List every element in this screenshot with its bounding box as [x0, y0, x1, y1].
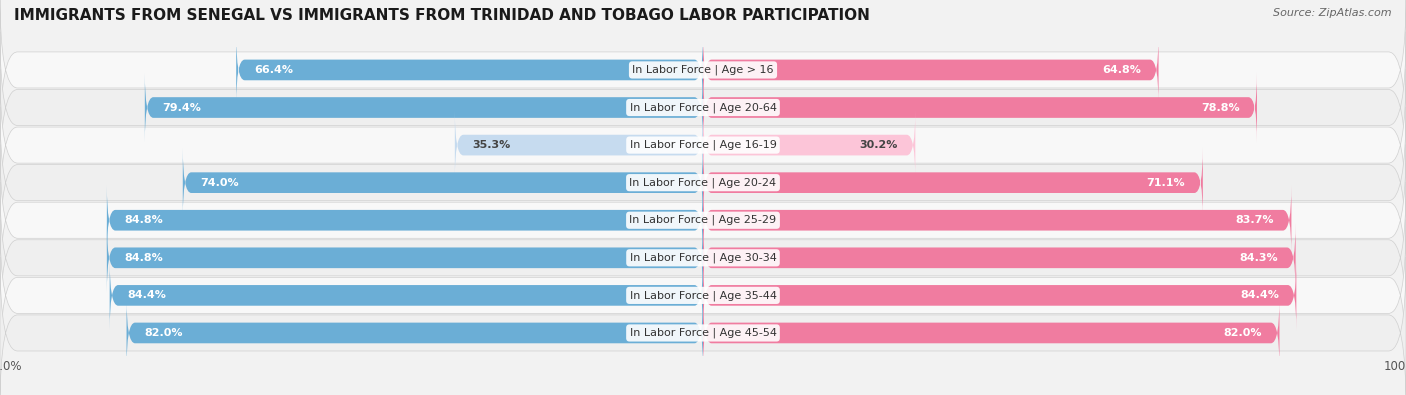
- Text: 84.8%: 84.8%: [125, 215, 163, 225]
- FancyBboxPatch shape: [703, 186, 1292, 255]
- FancyBboxPatch shape: [456, 110, 703, 180]
- Text: In Labor Force | Age 20-64: In Labor Force | Age 20-64: [630, 102, 776, 113]
- Text: 35.3%: 35.3%: [472, 140, 510, 150]
- Text: IMMIGRANTS FROM SENEGAL VS IMMIGRANTS FROM TRINIDAD AND TOBAGO LABOR PARTICIPATI: IMMIGRANTS FROM SENEGAL VS IMMIGRANTS FR…: [14, 8, 870, 23]
- Text: 71.1%: 71.1%: [1147, 178, 1185, 188]
- Text: 79.4%: 79.4%: [162, 103, 201, 113]
- FancyBboxPatch shape: [110, 261, 703, 330]
- FancyBboxPatch shape: [703, 110, 915, 180]
- FancyBboxPatch shape: [0, 144, 1406, 296]
- Text: In Labor Force | Age 45-54: In Labor Force | Age 45-54: [630, 328, 776, 338]
- Text: 66.4%: 66.4%: [253, 65, 292, 75]
- Text: In Labor Force | Age 20-24: In Labor Force | Age 20-24: [630, 177, 776, 188]
- Text: 30.2%: 30.2%: [859, 140, 898, 150]
- Text: In Labor Force | Age > 16: In Labor Force | Age > 16: [633, 65, 773, 75]
- FancyBboxPatch shape: [107, 223, 703, 293]
- FancyBboxPatch shape: [236, 35, 703, 105]
- FancyBboxPatch shape: [703, 298, 1279, 368]
- Text: 74.0%: 74.0%: [200, 178, 239, 188]
- FancyBboxPatch shape: [0, 220, 1406, 371]
- FancyBboxPatch shape: [127, 298, 703, 368]
- Text: 84.4%: 84.4%: [127, 290, 166, 300]
- Text: In Labor Force | Age 30-34: In Labor Force | Age 30-34: [630, 252, 776, 263]
- FancyBboxPatch shape: [0, 0, 1406, 146]
- Text: In Labor Force | Age 25-29: In Labor Force | Age 25-29: [630, 215, 776, 226]
- Text: In Labor Force | Age 35-44: In Labor Force | Age 35-44: [630, 290, 776, 301]
- FancyBboxPatch shape: [0, 182, 1406, 334]
- Text: 78.8%: 78.8%: [1201, 103, 1240, 113]
- Text: 84.3%: 84.3%: [1240, 253, 1278, 263]
- FancyBboxPatch shape: [703, 73, 1257, 142]
- Text: 83.7%: 83.7%: [1236, 215, 1274, 225]
- Text: 82.0%: 82.0%: [145, 328, 183, 338]
- Text: Source: ZipAtlas.com: Source: ZipAtlas.com: [1274, 8, 1392, 18]
- FancyBboxPatch shape: [145, 73, 703, 142]
- FancyBboxPatch shape: [703, 35, 1159, 105]
- Text: 82.0%: 82.0%: [1223, 328, 1263, 338]
- FancyBboxPatch shape: [0, 32, 1406, 183]
- Text: 84.4%: 84.4%: [1240, 290, 1279, 300]
- FancyBboxPatch shape: [703, 223, 1296, 293]
- Text: 64.8%: 64.8%: [1102, 65, 1142, 75]
- Text: 84.8%: 84.8%: [125, 253, 163, 263]
- FancyBboxPatch shape: [703, 148, 1204, 217]
- FancyBboxPatch shape: [0, 257, 1406, 395]
- FancyBboxPatch shape: [107, 186, 703, 255]
- FancyBboxPatch shape: [703, 261, 1296, 330]
- Text: In Labor Force | Age 16-19: In Labor Force | Age 16-19: [630, 140, 776, 150]
- FancyBboxPatch shape: [0, 107, 1406, 259]
- FancyBboxPatch shape: [183, 148, 703, 217]
- FancyBboxPatch shape: [0, 69, 1406, 221]
